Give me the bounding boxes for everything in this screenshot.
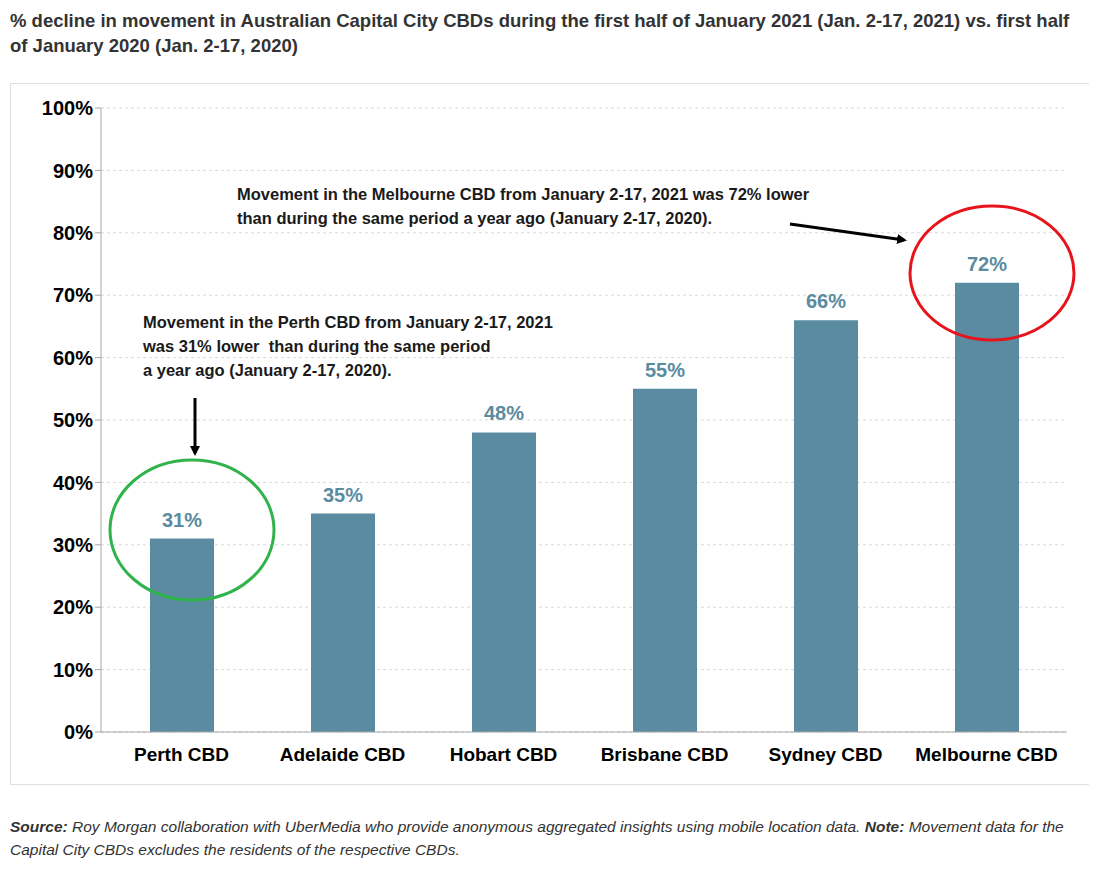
svg-text:Perth CBD: Perth CBD bbox=[134, 744, 229, 765]
svg-text:a year ago (January 2-17, 2020: a year ago (January 2-17, 2020). bbox=[143, 361, 392, 379]
svg-text:was 31% lower than during the: was 31% lower than during the same perio… bbox=[142, 337, 491, 355]
html-text:% decline in movement in Austr: % decline in movement in Australian Capi… bbox=[10, 10, 1070, 56]
svg-text:72%: 72% bbox=[967, 253, 1007, 275]
svg-text:than during the same period a: than during the same period a year ago (… bbox=[237, 209, 712, 227]
svg-text:Hobart CBD: Hobart CBD bbox=[450, 744, 558, 765]
svg-text:35%: 35% bbox=[323, 484, 363, 506]
svg-text:30%: 30% bbox=[53, 534, 93, 556]
svg-text:Melbourne CBD: Melbourne CBD bbox=[915, 744, 1058, 765]
svg-text:10%: 10% bbox=[53, 659, 93, 681]
svg-text:66%: 66% bbox=[806, 290, 846, 312]
svg-text:40%: 40% bbox=[53, 472, 93, 494]
svg-text:50%: 50% bbox=[53, 409, 93, 431]
svg-text:20%: 20% bbox=[53, 596, 93, 618]
svg-text:55%: 55% bbox=[645, 359, 685, 381]
svg-text:100%: 100% bbox=[42, 97, 93, 119]
svg-text:31%: 31% bbox=[162, 509, 202, 531]
svg-text:Sydney CBD: Sydney CBD bbox=[768, 744, 882, 765]
html-text:Source: Roy Morgan collaborati: Source: Roy Morgan collaboration with Ub… bbox=[10, 818, 1064, 858]
svg-text:Movement in the Melbourne CBD: Movement in the Melbourne CBD from Janua… bbox=[237, 185, 810, 203]
svg-text:70%: 70% bbox=[53, 284, 93, 306]
svg-text:90%: 90% bbox=[53, 160, 93, 182]
svg-text:60%: 60% bbox=[53, 347, 93, 369]
svg-text:0%: 0% bbox=[64, 721, 93, 743]
svg-text:80%: 80% bbox=[53, 222, 93, 244]
svg-text:48%: 48% bbox=[484, 402, 524, 424]
svg-text:Brisbane CBD: Brisbane CBD bbox=[601, 744, 729, 765]
svg-text:Movement in the Perth CBD from: Movement in the Perth CBD from January 2… bbox=[143, 313, 553, 331]
svg-text:Adelaide CBD: Adelaide CBD bbox=[280, 744, 406, 765]
